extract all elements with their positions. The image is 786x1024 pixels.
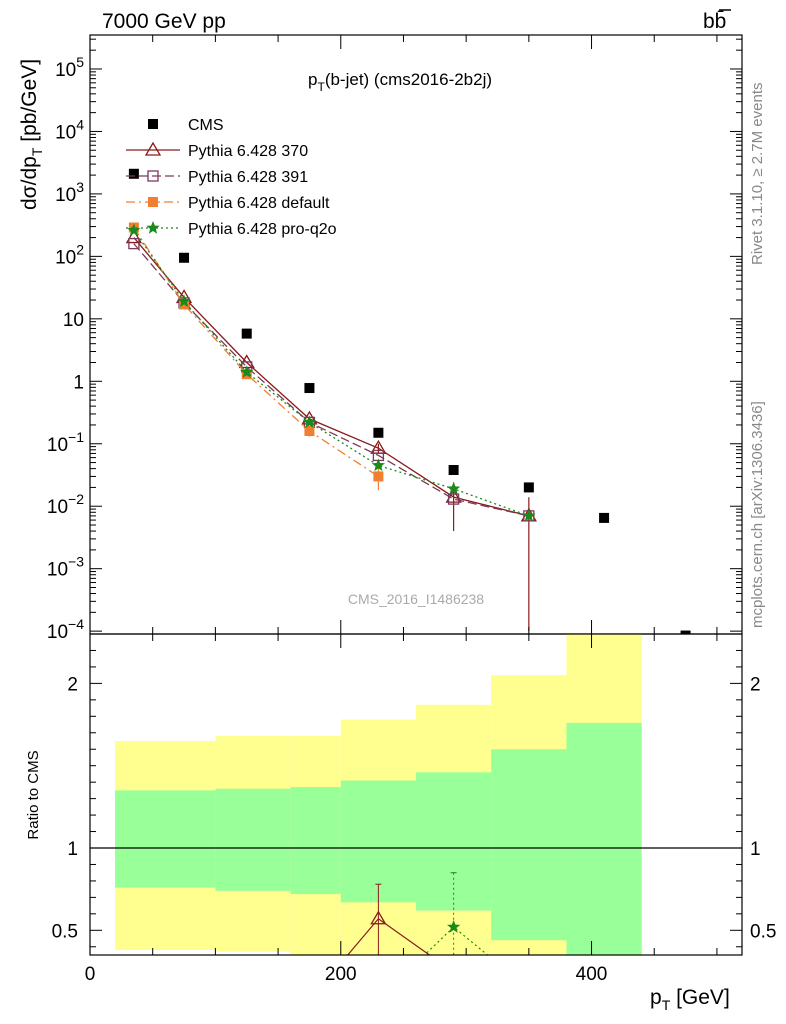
y-tick-label: 1 [73, 372, 84, 393]
band-green-bin [491, 749, 567, 941]
series-marker-4 [371, 458, 385, 472]
energy-label: 7000 GeV pp [102, 10, 226, 33]
ratio-y-tick-label-right: 1 [750, 839, 761, 860]
series-line-2 [133, 243, 529, 517]
series-marker-4 [447, 481, 461, 495]
ratio-content [90, 634, 742, 955]
main-panel: 10−4 10−3 10−2 10−1 1 10 102 103 104 105 [47, 34, 743, 643]
series-marker-1 [125, 229, 143, 244]
ratio-ylabel: Ratio to CMS [25, 750, 42, 839]
cms-data-point [523, 482, 534, 493]
legend-label: Pythia 6.428 370 [188, 143, 308, 160]
y-tick-label: 104 [55, 116, 84, 143]
legend-label: Pythia 6.428 391 [188, 169, 308, 186]
ratio-y-tick-label: 0.5 [52, 921, 78, 942]
legend-label: Pythia 6.428 default [188, 195, 330, 212]
main-ylabel: dσ/dpT [pb/GeV] [18, 59, 45, 210]
series-marker-2 [128, 237, 140, 250]
observable-main: p [308, 70, 317, 89]
x-tick-label: 200 [325, 964, 357, 985]
y-tick-label: 105 [55, 54, 84, 81]
cms-data-point [179, 252, 190, 263]
series-line-4 [133, 230, 530, 517]
series-marker-3 [179, 299, 190, 310]
observable-sub: T [317, 80, 325, 94]
band-green-bin [215, 788, 291, 891]
svg-text:dσ/dpT [pb/GeV]: dσ/dpT [pb/GeV] [18, 59, 45, 210]
series-marker-3 [304, 426, 315, 437]
band-green-bin [566, 722, 642, 955]
cms-data-point [448, 465, 459, 476]
series-marker-1 [370, 439, 387, 454]
cms-data-point [128, 168, 139, 179]
side-label-top: Rivet 3.1.10, ≥ 2.7M events [749, 83, 766, 266]
cms-data-point [599, 512, 610, 523]
y-tick-label: 10−4 [47, 616, 84, 643]
series-marker-3 [373, 471, 384, 482]
series-marker-4 [240, 365, 254, 378]
y-tick-label: 103 [55, 179, 84, 206]
legend-marker [148, 119, 158, 129]
band-green-bin [115, 790, 216, 888]
legend-marker [148, 197, 158, 207]
ratio-y-tick-label-right: 2 [750, 674, 761, 695]
legend-marker [144, 141, 162, 156]
ratio-frame [89, 633, 743, 956]
legend-label: Pythia 6.428 pro-q2o [188, 221, 337, 238]
x-tick-label: 0 [85, 964, 96, 985]
y-tick-label: 10−3 [47, 554, 84, 581]
band-green-bin [416, 772, 492, 911]
series-marker-4 [302, 415, 317, 428]
y-tick-label: 10−1 [47, 429, 84, 456]
legend-marker [147, 170, 159, 182]
y-tick-label: 102 [55, 241, 84, 268]
ratio-line-1 [423, 926, 489, 955]
series-marker-4 [127, 223, 141, 237]
legend: CMS Pythia 6.428 370 Pythia 6.428 391 Pythi… [126, 117, 337, 238]
x-tick-label: 400 [576, 964, 608, 985]
x-axis-title: pT [GeV] [650, 986, 730, 1013]
ratio-y-tick-label: 2 [67, 674, 78, 695]
series-marker-2 [447, 493, 460, 505]
legend-marker [146, 221, 160, 234]
main-content [125, 168, 691, 634]
ratio-y-tick-label: 1 [67, 839, 78, 860]
ratio-y-tick-label-right: 0.5 [750, 921, 776, 942]
series-marker-4 [177, 294, 191, 308]
cms-data-point [373, 427, 384, 438]
cms-data-point [241, 328, 252, 339]
side-label-bottom: mcplots.cern.ch [arXiv:1306.3436] [749, 401, 766, 628]
ratio-marker [447, 920, 461, 933]
cms-data-point [304, 383, 315, 394]
series-marker-4 [522, 508, 536, 522]
watermark: CMS_2016_I1486238 [348, 591, 484, 607]
cms-data-point [680, 630, 691, 634]
ratio-panel: 0 200 400 0.5 0.5 1 1 2 2 [52, 633, 776, 985]
legend-label: CMS [188, 117, 224, 134]
series-line-3 [133, 227, 379, 477]
observable-rest: (b-jet) (cms2016-2b2j) [325, 70, 492, 89]
observable-title: pT(b-jet) (cms2016-2b2j) [308, 70, 492, 94]
ratio-marker [370, 910, 387, 925]
process-label: bb̄ [703, 10, 726, 33]
series-marker-1 [445, 488, 462, 503]
band-green-bin [340, 780, 416, 903]
series-line-1 [133, 237, 530, 517]
y-tick-label: 10−2 [47, 491, 84, 518]
band-green-bin [290, 787, 341, 895]
y-tick-label: 10 [63, 310, 84, 331]
